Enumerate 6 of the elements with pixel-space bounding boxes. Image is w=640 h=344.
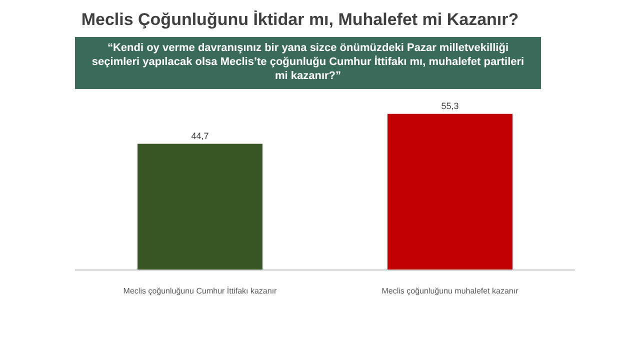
chart-subtitle: “Kendi oy verme davranışınız bir yana sizce önümüzdeki Pazar milletvekilliği seçimleri yapılacak olsa Meclis’te çoğunluğu Cumhur İttifakı mı, muhalefet partileri mi kazanır?”	[92, 42, 524, 82]
data-label: 55,3	[441, 100, 459, 111]
x-tick-label: Meclis çoğunluğunu Cumhur İttifakı kazanır	[123, 286, 278, 296]
chart-title: Meclis Çoğunluğunu İktidar mı, Muhalefet mi Kazanır?	[81, 10, 519, 29]
x-tick-label: Meclis çoğunluğunu muhalefet kazanır	[382, 286, 519, 296]
data-label: 44,7	[191, 130, 209, 141]
